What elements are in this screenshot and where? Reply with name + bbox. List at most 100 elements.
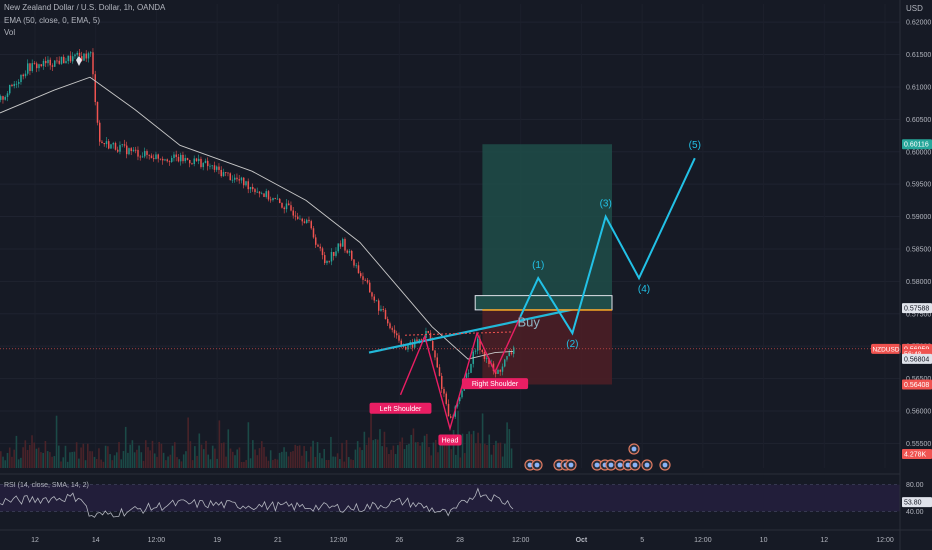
candle-body bbox=[261, 193, 263, 195]
target-zone[interactable] bbox=[482, 144, 612, 311]
pattern-label-badge bbox=[461, 378, 529, 390]
event-icons[interactable] bbox=[524, 443, 671, 471]
candle-body bbox=[216, 166, 218, 170]
volume-bar bbox=[466, 433, 468, 468]
volume-bar bbox=[111, 460, 114, 468]
volume-bar bbox=[421, 442, 424, 468]
volume-bar bbox=[492, 444, 495, 468]
candle-body bbox=[47, 59, 49, 64]
candle-body bbox=[18, 82, 20, 84]
candle-body bbox=[317, 244, 319, 247]
price-tick: 0.55500 bbox=[906, 441, 931, 448]
rsi-legend[interactable]: RSI (14, close, SMA, 14, 2) bbox=[4, 482, 89, 489]
volume-bar bbox=[325, 459, 328, 468]
elliott-wave-projection[interactable] bbox=[519, 157, 696, 336]
candle-body bbox=[387, 319, 389, 324]
volume-bar bbox=[178, 459, 181, 468]
volume-bar bbox=[312, 440, 314, 468]
candle-body bbox=[391, 328, 393, 330]
volume-bar bbox=[399, 441, 401, 468]
volume-bar bbox=[426, 433, 428, 468]
price-tick: 0.59000 bbox=[906, 214, 931, 221]
volume-bar bbox=[499, 442, 502, 468]
ema-legend[interactable]: EMA (50, close, 0, EMA, 5) bbox=[4, 16, 101, 25]
candle-body bbox=[78, 52, 81, 57]
volume-bar bbox=[2, 456, 4, 468]
candle-body bbox=[24, 73, 27, 77]
candle-body bbox=[263, 193, 265, 197]
volume-bar bbox=[332, 456, 334, 468]
volume-bar bbox=[82, 443, 85, 468]
volume-bar bbox=[73, 451, 76, 468]
volume-bar bbox=[314, 456, 317, 468]
candle-body bbox=[285, 203, 288, 210]
volume-bar bbox=[452, 430, 455, 468]
candle-body bbox=[272, 198, 274, 201]
candle-body bbox=[60, 56, 63, 64]
ema-line[interactable] bbox=[0, 76, 514, 360]
volume-bar bbox=[370, 413, 372, 468]
candle-body bbox=[465, 373, 468, 378]
rsi-line[interactable] bbox=[0, 487, 514, 518]
volume-bar bbox=[410, 434, 412, 468]
candle-body bbox=[234, 177, 236, 180]
volume-bar bbox=[151, 440, 154, 468]
candle-body bbox=[0, 96, 2, 100]
volume-bar bbox=[62, 457, 65, 468]
volume-bar bbox=[176, 457, 178, 468]
volume-bar bbox=[46, 451, 49, 468]
volume-bar bbox=[265, 456, 268, 468]
time-tick: 26 bbox=[395, 537, 403, 544]
candle-body bbox=[38, 64, 40, 69]
candle-body bbox=[339, 243, 342, 247]
candle-body bbox=[99, 122, 101, 142]
time-tick: Oct bbox=[576, 537, 588, 544]
candle-body bbox=[227, 172, 229, 174]
volume-bar bbox=[26, 449, 29, 468]
volume-bar bbox=[274, 458, 276, 468]
volume-bar bbox=[165, 460, 167, 468]
symbol-title: New Zealand Dollar / U.S. Dollar, 1h, OA… bbox=[4, 3, 166, 12]
candle-body bbox=[254, 189, 256, 193]
candle-body bbox=[114, 143, 117, 150]
entry-zone[interactable] bbox=[474, 295, 613, 311]
volume-bar bbox=[430, 455, 433, 468]
volume-bar bbox=[441, 442, 444, 468]
volume-bar bbox=[220, 442, 223, 468]
candle-body bbox=[11, 84, 13, 87]
candle-body bbox=[177, 156, 180, 162]
volume-bar bbox=[258, 448, 261, 468]
volume-bar bbox=[140, 452, 143, 468]
candle-body bbox=[238, 179, 240, 181]
candle-body bbox=[380, 308, 382, 311]
candle-body bbox=[135, 149, 137, 151]
volume-bar bbox=[133, 452, 136, 468]
pattern-label-badge bbox=[438, 434, 462, 446]
price-tick: 0.61000 bbox=[906, 84, 931, 91]
volume-bar bbox=[180, 461, 183, 468]
volume-bar bbox=[218, 420, 221, 468]
stop-zone[interactable] bbox=[482, 310, 612, 385]
candle-body bbox=[346, 250, 348, 253]
volume-bar bbox=[330, 436, 332, 468]
candle-body bbox=[231, 179, 234, 181]
candle-body bbox=[337, 243, 339, 252]
volume-bar bbox=[287, 456, 290, 468]
time-tick: 28 bbox=[456, 537, 464, 544]
time-axis[interactable]: 12 14 12:00 19 21 12:00 26 28 12:00 Oct 5 12:00 10 12… bbox=[31, 537, 894, 544]
candle-body bbox=[159, 158, 162, 160]
pattern-label: Right Shoulder bbox=[472, 381, 519, 388]
volume-bar bbox=[131, 440, 134, 468]
volume-bar bbox=[11, 456, 13, 468]
volume-bar bbox=[477, 432, 479, 468]
flag-icon bbox=[644, 462, 650, 468]
volume-legend[interactable]: Vol bbox=[4, 28, 16, 37]
volume-bar bbox=[468, 431, 470, 468]
flag-icon bbox=[556, 462, 562, 468]
volume-bar bbox=[428, 447, 430, 468]
candle-body bbox=[157, 154, 159, 159]
candle-body bbox=[164, 159, 166, 161]
candle-body bbox=[108, 141, 110, 149]
